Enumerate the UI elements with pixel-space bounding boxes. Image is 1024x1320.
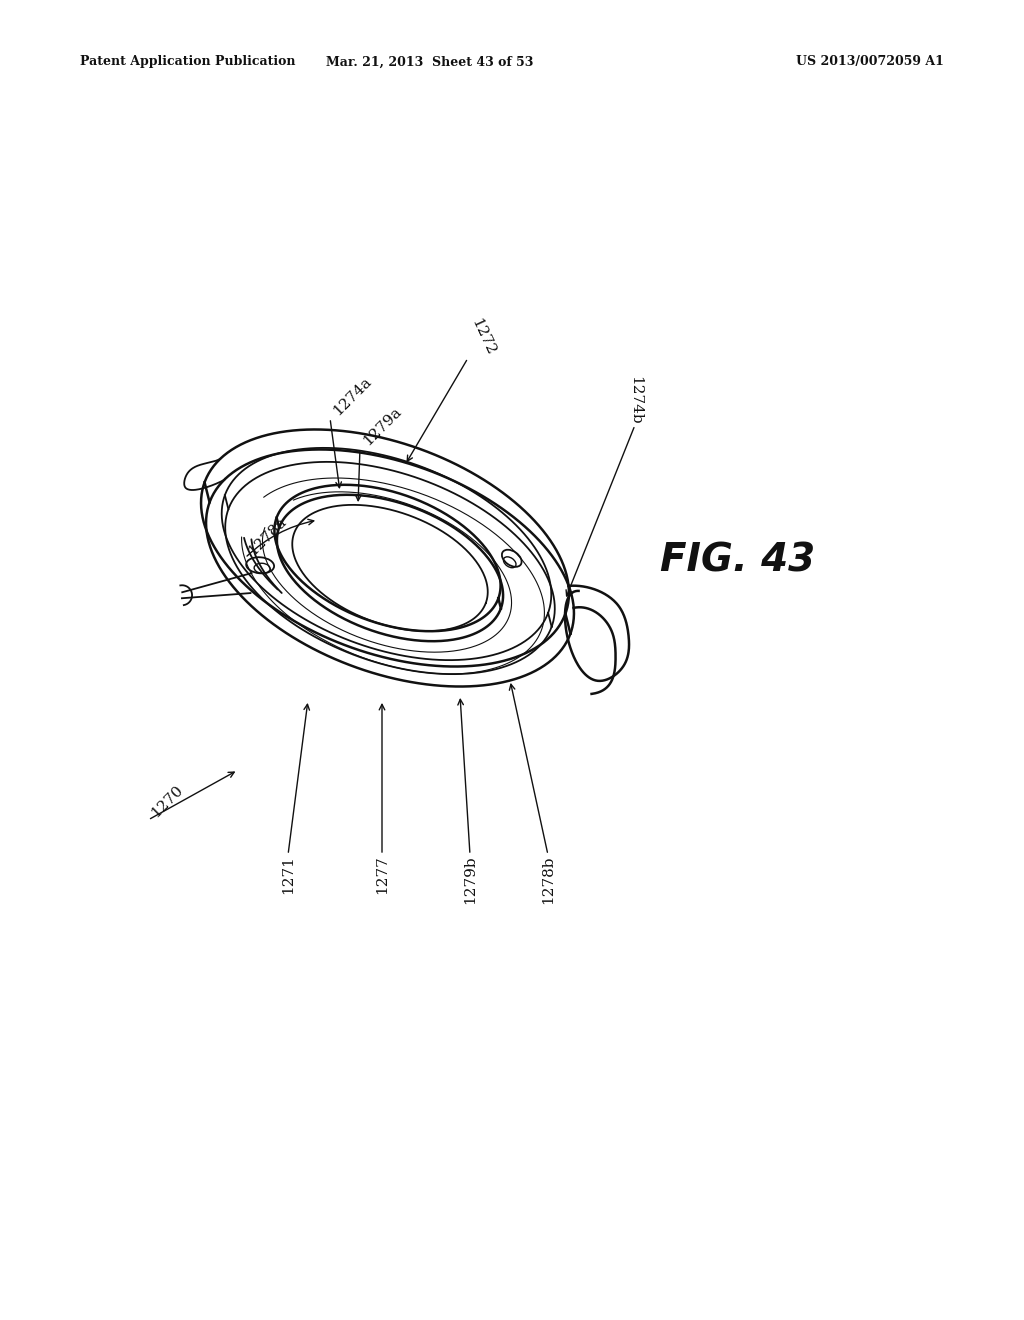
Text: 1272: 1272 <box>468 317 497 358</box>
Text: 1271: 1271 <box>281 855 295 894</box>
Text: 1278a: 1278a <box>245 515 289 558</box>
Text: Patent Application Publication: Patent Application Publication <box>80 55 296 69</box>
Text: 1278b: 1278b <box>541 855 555 903</box>
Text: Mar. 21, 2013  Sheet 43 of 53: Mar. 21, 2013 Sheet 43 of 53 <box>327 55 534 69</box>
Text: 1274a: 1274a <box>330 375 374 418</box>
Text: FIG. 43: FIG. 43 <box>660 541 815 579</box>
Text: 1279b: 1279b <box>463 855 477 904</box>
Text: 1274b: 1274b <box>628 376 642 425</box>
Text: 1270: 1270 <box>148 783 185 820</box>
Text: US 2013/0072059 A1: US 2013/0072059 A1 <box>796 55 944 69</box>
Text: 1279a: 1279a <box>360 404 403 447</box>
Text: 1277: 1277 <box>375 855 389 894</box>
